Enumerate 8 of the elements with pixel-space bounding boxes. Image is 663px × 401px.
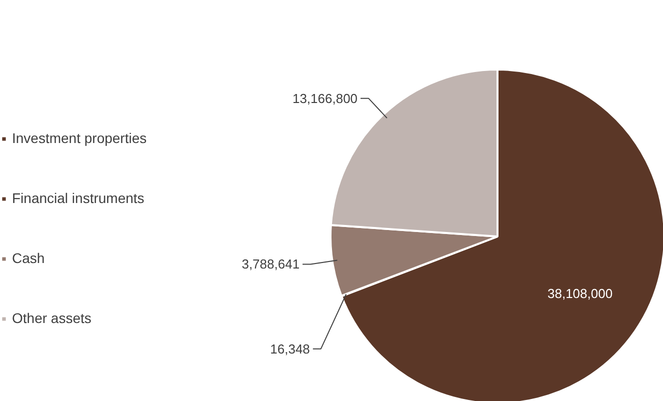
data-label: 13,166,800 — [292, 90, 358, 106]
data-label: 3,788,641 — [242, 256, 300, 272]
legend-label: Financial instruments — [12, 190, 144, 206]
legend-label: Investment properties — [12, 130, 147, 146]
data-label: 16,348 — [270, 341, 310, 356]
legend-label: Cash — [12, 250, 45, 266]
legend-label: Other assets — [12, 310, 92, 326]
data-label: 38,108,000 — [548, 286, 613, 301]
